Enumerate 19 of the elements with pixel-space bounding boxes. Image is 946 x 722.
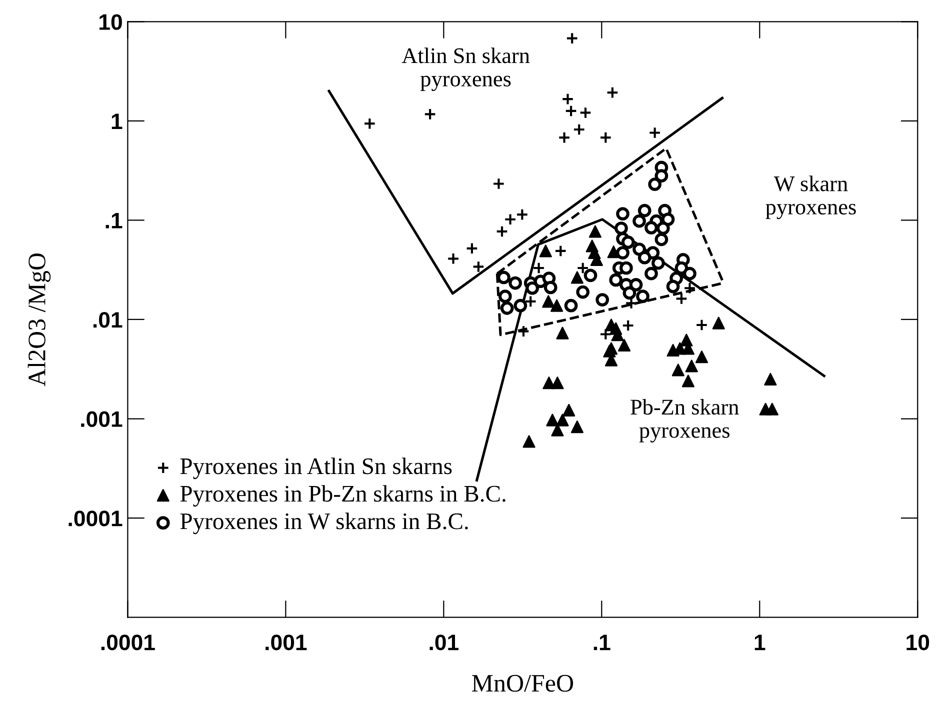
x-tick-label: 1 [754, 634, 766, 650]
y-axis-title: Al2O3 /MgO [28, 253, 51, 386]
legend-label: Pyroxenes in Atlin Sn skarns [180, 458, 452, 480]
annotation: Pb-Zn skarn pyroxenes [630, 399, 739, 442]
legend-label: Pyroxenes in Pb-Zn skarns in B.C. [180, 485, 506, 507]
x-tick-label: 10 [906, 634, 930, 650]
y-tick-label: .001 [81, 411, 122, 428]
x-tick-label: .01 [430, 634, 458, 650]
y-tick-label: .01 [93, 312, 122, 328]
annotation: W skarn pyroxenes [766, 176, 856, 220]
x-tick-label: .001 [266, 634, 307, 650]
y-tick-label: 1 [112, 114, 122, 129]
y-tick-label: .0001 [68, 510, 122, 526]
y-tick-label: 10 [100, 14, 122, 30]
legend-label: Pyroxenes in W skarns in B.C. [180, 512, 468, 534]
y-tick-label: .1 [106, 212, 122, 228]
annotation: Atlin Sn skarn pyroxenes [402, 48, 530, 92]
x-axis-title: MnO/FeO [472, 674, 574, 692]
x-tick-label: .1 [594, 634, 610, 650]
